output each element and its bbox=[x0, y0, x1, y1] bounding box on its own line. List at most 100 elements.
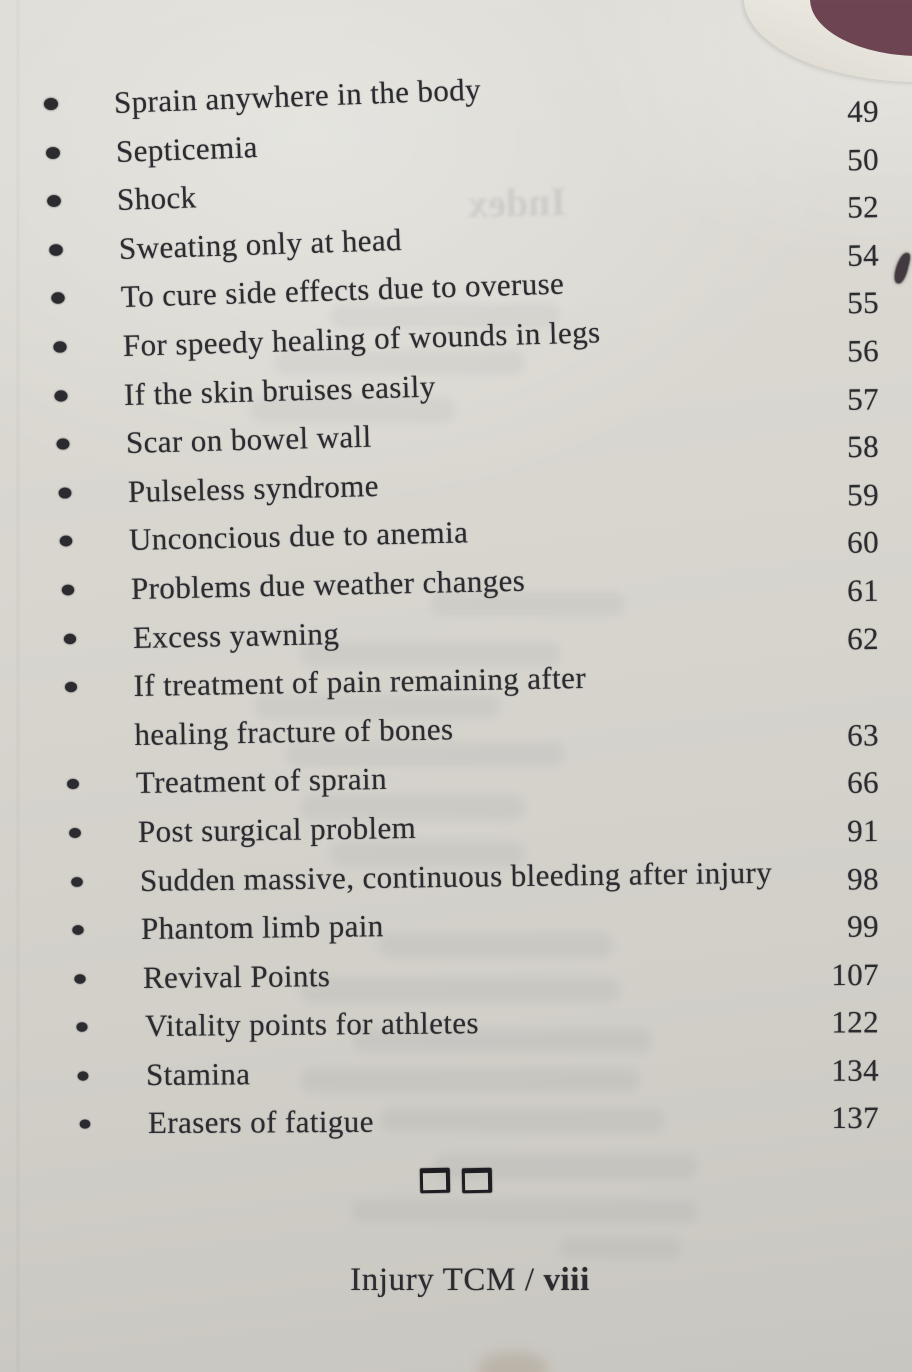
toc-entry: Treatment of sprain 66 bbox=[44, 759, 879, 808]
bullet-icon bbox=[45, 146, 60, 159]
toc-entry: Shock 52 bbox=[44, 176, 879, 225]
toc-entry-label: Shock bbox=[116, 179, 198, 218]
toc-entry-label: Revival Points bbox=[142, 957, 331, 995]
bullet-icon bbox=[77, 1071, 89, 1081]
ghost-smudge bbox=[560, 1238, 680, 1258]
toc-entry-page-number: 66 bbox=[847, 764, 880, 801]
toc-entry-page-number: 58 bbox=[846, 428, 880, 465]
toc-entry: To cure side effects due to overuse 55 bbox=[44, 266, 879, 322]
toc-entry: Phantom limb pain 99 bbox=[44, 905, 879, 954]
bullet-icon bbox=[56, 438, 70, 450]
bullet-icon bbox=[49, 243, 63, 256]
toc-entry-page-number: 62 bbox=[847, 620, 880, 656]
shadow-blob bbox=[478, 1352, 548, 1372]
bullet-icon bbox=[67, 779, 80, 790]
toc-entry-page-number: 98 bbox=[847, 860, 880, 897]
bullet-icon bbox=[68, 827, 81, 838]
toc-entry: Problems due weather changes 61 bbox=[44, 563, 880, 614]
ghost-smudge bbox=[300, 795, 525, 819]
toc-entry: Unconcious due to anemia 60 bbox=[44, 515, 880, 565]
toc-entry-label: Unconcious due to anemia bbox=[128, 514, 469, 558]
toc-entry: Sudden massive, continuous bleeding afte… bbox=[44, 854, 880, 906]
ghost-smudge bbox=[330, 304, 560, 328]
page-footer: Injury TCM / viii bbox=[0, 1262, 912, 1299]
toc-entry-page-number: 107 bbox=[831, 956, 880, 992]
toc-entry-page-number: 91 bbox=[847, 812, 880, 849]
bullet-icon bbox=[74, 973, 86, 984]
toc-entry-label: Problems due weather changes bbox=[130, 562, 526, 606]
ghost-smudge bbox=[330, 842, 525, 866]
toc-entry-label-line2: healing fracture of bones bbox=[134, 711, 455, 752]
ghost-smudge bbox=[432, 1155, 697, 1179]
toc-entry-page-number: 99 bbox=[847, 908, 880, 944]
bullet-icon bbox=[44, 98, 58, 110]
ghost-smudge bbox=[300, 642, 560, 666]
ghost-smudge bbox=[378, 933, 613, 957]
toc-entry-page-number: 57 bbox=[846, 380, 880, 417]
bullet-icon bbox=[70, 876, 83, 887]
toc-entry-label: Excess yawning bbox=[132, 615, 340, 655]
bullet-icon bbox=[65, 681, 78, 693]
toc-entry: Post surgical problem 91 bbox=[44, 808, 879, 857]
ghost-smudge bbox=[255, 694, 500, 718]
toc-entry: Vitality points for athletes 122 bbox=[44, 1002, 879, 1051]
toc-entry-page-number: 55 bbox=[846, 285, 880, 321]
toc-entry-label: Septicemia bbox=[115, 128, 258, 169]
ghost-smudge bbox=[275, 350, 525, 374]
bullet-icon bbox=[61, 584, 75, 596]
toc-entry: Revival Points 107 bbox=[44, 954, 879, 1003]
toc-entry-page-number: 134 bbox=[831, 1052, 880, 1088]
bullet-icon bbox=[76, 1022, 88, 1032]
bullet-icon bbox=[60, 535, 73, 547]
hollow-square-icon bbox=[461, 1167, 493, 1194]
toc-entry-page-number: 49 bbox=[846, 93, 880, 130]
toc-entry: If the skin bruises easily 57 bbox=[44, 368, 879, 420]
toc-entry-label: Vitality points for athletes bbox=[144, 1005, 479, 1044]
toc-list: Sprain anywhere in the body 49 Septicemi… bbox=[44, 72, 880, 1148]
toc-entry: Pulseless syndrome 59 bbox=[44, 468, 879, 517]
toc-entry-page-number: 59 bbox=[846, 476, 880, 513]
toc-entry-page-number: 52 bbox=[846, 189, 880, 225]
toc-entry-label: Erasers of fatigue bbox=[147, 1104, 374, 1141]
footer-separator: / bbox=[515, 1262, 544, 1298]
bullet-icon bbox=[54, 389, 68, 402]
toc-entry-label: Sudden massive, continuous bleeding afte… bbox=[139, 854, 772, 898]
toc-entry-page-number: 63 bbox=[847, 717, 880, 753]
toc-entry-label: Stamina bbox=[146, 1056, 251, 1092]
bullet-icon bbox=[51, 292, 65, 305]
ghost-smudge bbox=[300, 1068, 640, 1092]
ghost-smudge bbox=[352, 1200, 697, 1222]
toc-entry: Sweating only at head 54 bbox=[44, 222, 879, 274]
toc-entry-label: Pulseless syndrome bbox=[127, 467, 379, 509]
ghost-smudge bbox=[430, 592, 625, 616]
bullet-icon bbox=[58, 487, 71, 499]
toc-entry-page-number: 60 bbox=[846, 524, 880, 561]
toc-entry-label: If the skin bruises easily bbox=[123, 368, 437, 412]
ghost-smudge bbox=[285, 742, 565, 766]
toc-entry-page-number: 54 bbox=[846, 237, 880, 273]
ghost-smudge bbox=[352, 1028, 652, 1052]
bullet-icon bbox=[63, 633, 76, 644]
toc-entry-label: Post surgical problem bbox=[137, 809, 417, 849]
toc-entry-label: Phantom limb pain bbox=[140, 908, 385, 947]
toc-entry: Septicemia 50 bbox=[44, 128, 879, 177]
end-of-section-marker bbox=[0, 1167, 912, 1198]
toc-entry-label: Treatment of sprain bbox=[135, 761, 388, 801]
toc-entry-page-number: 50 bbox=[846, 141, 880, 177]
toc-entry-page-number: 61 bbox=[846, 572, 880, 608]
ghost-smudge bbox=[380, 1108, 665, 1132]
bullet-icon bbox=[79, 1119, 91, 1130]
page-number: viii bbox=[543, 1262, 590, 1298]
toc-entry-page-number: 137 bbox=[831, 1100, 880, 1136]
toc-entry: If treatment of pain remaining after heal… bbox=[44, 660, 880, 759]
toc-entry-page-number: 56 bbox=[846, 333, 880, 369]
toc-entry: For speedy healing of wounds in legs 56 bbox=[44, 314, 879, 371]
bullet-icon bbox=[72, 925, 84, 935]
toc-entry: Erasers of fatigue 137 bbox=[44, 1099, 879, 1148]
toc-entry: Excess yawning 62 bbox=[44, 614, 879, 663]
toc-entry-label: Scar on bowel wall bbox=[125, 418, 372, 461]
book-title: Injury TCM bbox=[350, 1262, 516, 1298]
page-crease bbox=[17, 0, 19, 1372]
